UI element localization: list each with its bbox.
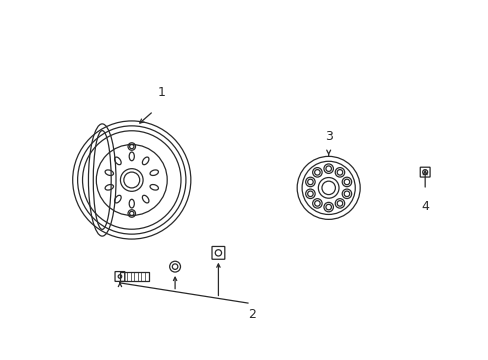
Text: 1: 1 xyxy=(157,86,165,99)
Text: 3: 3 xyxy=(324,130,332,143)
Text: 2: 2 xyxy=(247,308,255,321)
Text: 4: 4 xyxy=(420,200,428,213)
